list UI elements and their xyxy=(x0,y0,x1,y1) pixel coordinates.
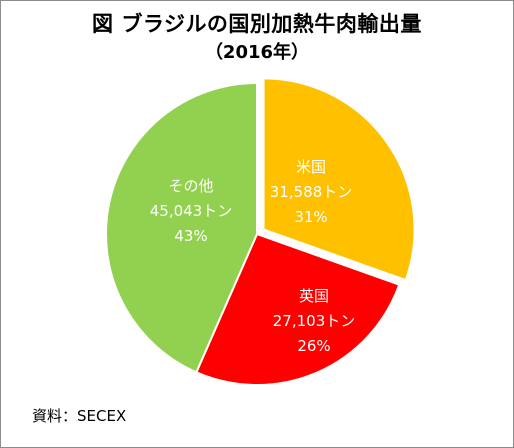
pie-slice-2 xyxy=(105,81,258,374)
chart-title: 図 ブラジルの国別加熱牛肉輸出量 xyxy=(92,12,422,36)
pie-slice-1 xyxy=(195,232,401,386)
slice-label-value-2: 45,043トン xyxy=(150,202,233,220)
slice-label-value-1: 27,103トン xyxy=(273,312,356,330)
chart-subtitle: （2016年） xyxy=(204,42,310,63)
slice-label-name-1: 英国 xyxy=(299,287,329,305)
slice-label-value-0: 31,588トン xyxy=(270,183,353,201)
slice-label-percent-1: 26% xyxy=(297,337,330,355)
source-note: 資料：SECEX xyxy=(32,407,127,425)
slice-label-name-0: 米国 xyxy=(296,158,326,176)
pie-slice-0 xyxy=(262,77,416,282)
slice-label-percent-2: 43% xyxy=(174,227,207,245)
slice-label-percent-0: 31% xyxy=(294,208,327,226)
slice-label-name-2: その他 xyxy=(168,177,213,195)
